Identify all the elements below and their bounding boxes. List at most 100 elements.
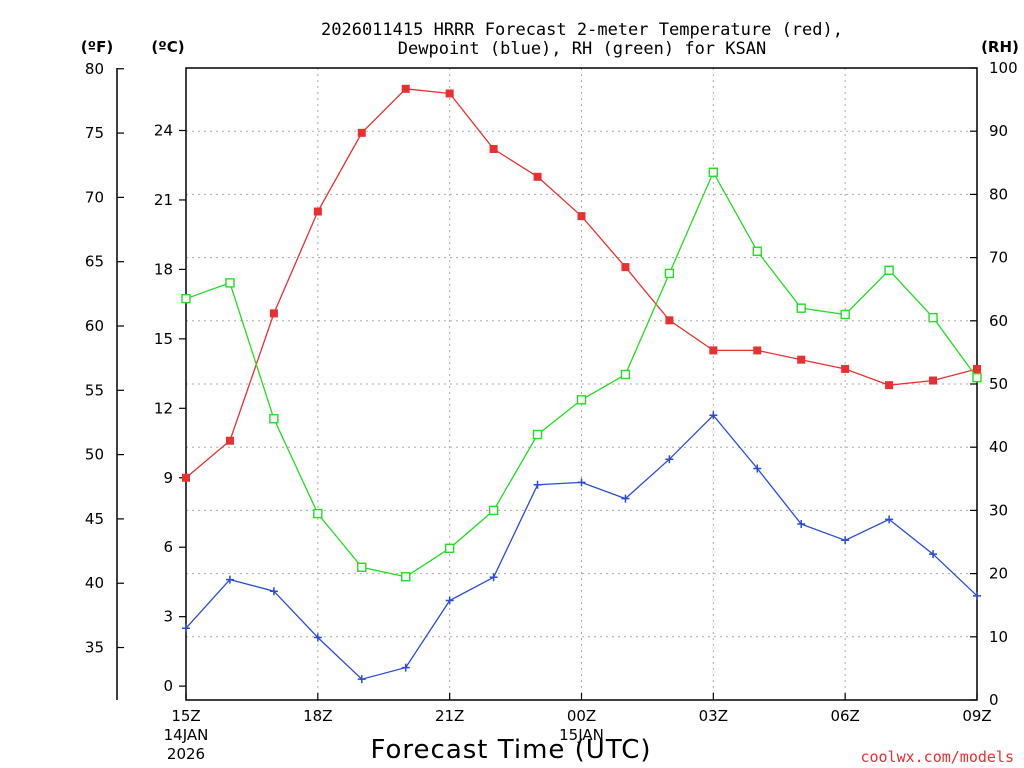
celsius-tick-label: 18 — [154, 260, 173, 278]
rh-point — [752, 246, 762, 256]
x-tick-label: 06Z — [830, 707, 859, 725]
dewpoint-point — [313, 633, 322, 642]
rh-tick-label: 50 — [989, 375, 1008, 393]
celsius-tick-label: 0 — [163, 677, 173, 695]
axes: 0 3 6 9 12 15 18 21 24 35 40 45 50 55 60 65 70 75 80 0 10 20 3… — [85, 59, 1018, 763]
celsius-tick-label: 6 — [163, 538, 173, 556]
temperature-point — [533, 172, 542, 181]
fahrenheit-tick-label: 55 — [85, 381, 104, 399]
dewpoint-point — [973, 591, 981, 600]
fahrenheit-tick-label: 80 — [85, 60, 104, 78]
celsius-tick-label: 9 — [163, 469, 173, 487]
rh-point — [928, 312, 938, 323]
series — [181, 84, 982, 684]
temperature-point — [885, 381, 894, 390]
rh-point — [620, 369, 631, 380]
credit-text: coolwx.com/models — [860, 748, 1014, 766]
rh-point — [840, 309, 850, 320]
temperature-point — [797, 355, 806, 364]
temperature-point — [709, 346, 718, 355]
rh-point — [972, 372, 982, 383]
x-tick-label: 00Z — [567, 707, 596, 725]
rh-unit-label: (RH) — [981, 38, 1019, 56]
rh-point — [225, 278, 235, 288]
temperature-point — [357, 128, 366, 137]
fahrenheit-tick-label: 35 — [85, 639, 104, 657]
celsius-tick-label: 15 — [154, 330, 173, 348]
fahrenheit-tick-label: 65 — [85, 253, 104, 271]
temperature-point — [269, 309, 278, 318]
rh-point — [269, 414, 279, 424]
grid — [185, 68, 978, 700]
rh-tick-label: 60 — [989, 312, 1008, 330]
dewpoint-point — [225, 575, 234, 584]
dewpoint-point — [577, 478, 586, 487]
rh-tick-label: 30 — [989, 501, 1008, 519]
rh-tick-label: 10 — [989, 628, 1008, 646]
rh-point — [796, 303, 806, 313]
celsius-tick-label: 21 — [154, 191, 173, 209]
rh-tick-label: 80 — [989, 185, 1008, 203]
x-tick-date-label: 14JAN — [164, 726, 209, 744]
x-tick-year-label: 2026 — [167, 745, 205, 763]
x-tick-label: 15Z — [171, 707, 200, 725]
temperature-point — [841, 364, 850, 373]
dewpoint-point — [621, 494, 630, 503]
dewpoint-point — [841, 536, 850, 545]
fahrenheit-tick-label: 40 — [85, 574, 104, 592]
x-tick-label: 21Z — [435, 707, 464, 725]
temperature-point — [665, 316, 674, 325]
dewpoint-point — [445, 596, 454, 605]
fahrenheit-tick-label: 70 — [85, 188, 104, 206]
dewpoint-point — [489, 573, 498, 582]
fahrenheit-unit-label: (ºF) — [81, 38, 113, 56]
rh-point — [708, 167, 719, 177]
temperature-point — [489, 145, 498, 154]
rh-point — [664, 268, 675, 279]
chart-title-line1: 2026011415 HRRR Forecast 2-meter Tempera… — [321, 20, 843, 40]
dewpoint-point — [533, 480, 542, 489]
temperature-point — [973, 364, 981, 373]
rh-point — [444, 543, 455, 554]
temperature-point — [182, 473, 190, 482]
rh-point — [357, 562, 367, 572]
temperature-point — [621, 263, 630, 272]
chart-title-line2: Dewpoint (blue), RH (green) for KSAN — [398, 39, 766, 59]
fahrenheit-tick-label: 60 — [85, 317, 104, 335]
x-tick-date-label: 15JAN — [559, 726, 604, 744]
fahrenheit-tick-label: 45 — [85, 510, 104, 528]
temperature-point — [929, 376, 938, 385]
rh-tick-label: 0 — [989, 691, 999, 709]
dewpoint-point — [269, 587, 278, 596]
rh-point — [532, 429, 543, 440]
dewpoint-point — [753, 464, 762, 473]
rh-point — [488, 505, 499, 516]
dewpoint-point — [929, 550, 938, 559]
x-tick-label: 03Z — [699, 707, 728, 725]
rh-point — [576, 395, 587, 405]
x-axis-title: Forecast Time (UTC) — [370, 735, 651, 765]
rh-tick-label: 40 — [989, 438, 1008, 456]
dewpoint-point — [357, 675, 366, 684]
rh-tick-label: 100 — [989, 59, 1018, 77]
celsius-unit-label: (ºC) — [151, 38, 184, 56]
rh-point — [884, 265, 894, 275]
temperature-point — [313, 207, 322, 216]
rh-tick-label: 90 — [989, 122, 1008, 140]
dewpoint-point — [797, 520, 806, 529]
celsius-tick-label: 3 — [163, 608, 173, 626]
rh-tick-label: 20 — [989, 565, 1008, 583]
temperature-point — [401, 84, 410, 93]
dewpoint-point — [885, 515, 894, 524]
x-tick-label: 09Z — [962, 707, 991, 725]
dewpoint-point — [182, 624, 190, 633]
dewpoint-point — [665, 455, 674, 464]
temperature-point — [445, 89, 454, 98]
rh-point — [181, 293, 191, 304]
rh-point — [313, 508, 323, 519]
x-tick-label: 18Z — [303, 707, 332, 725]
temperature-point — [753, 346, 762, 355]
temperature-point — [225, 436, 234, 445]
dewpoint-point — [709, 411, 718, 420]
